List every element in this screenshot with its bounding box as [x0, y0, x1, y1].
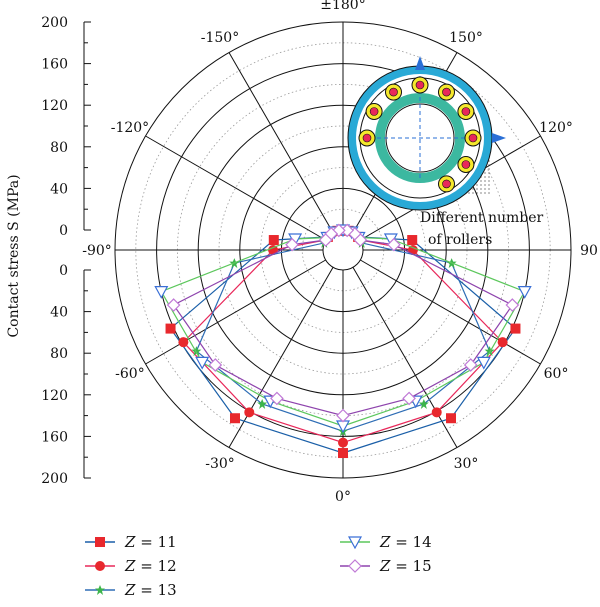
- angle-label: 0°: [335, 489, 351, 505]
- grid-spoke: [228, 267, 334, 448]
- data-point-marker: [95, 585, 105, 595]
- legend-label: Z = 11: [124, 533, 177, 551]
- grid-spoke: [145, 259, 326, 365]
- data-point-marker: [166, 298, 181, 312]
- legend-item: Z = 11: [85, 533, 177, 551]
- data-point-marker: [476, 356, 491, 370]
- tick-label-upper: 0: [59, 223, 68, 239]
- radial-axis: 0 0 40 40 80 80 120 120 160 160 200 200: [41, 15, 91, 487]
- inset-arrow-up-icon: [415, 56, 425, 70]
- legend-item: Z = 14: [340, 533, 432, 551]
- data-point-marker: [257, 398, 268, 409]
- angle-label: 90: [580, 243, 598, 259]
- data-point-marker: [95, 537, 105, 547]
- legend-label: Z = 12: [124, 557, 177, 575]
- tick-label-lower: 40: [50, 305, 68, 321]
- data-point-marker: [497, 337, 508, 348]
- angle-label: -150°: [201, 30, 239, 46]
- data-point-marker: [338, 448, 348, 459]
- grid-spoke: [228, 52, 334, 233]
- data-point-marker: [510, 323, 521, 334]
- data-point-marker: [178, 337, 189, 348]
- angle-label: -120°: [111, 120, 149, 136]
- angle-label: -90°: [82, 243, 112, 259]
- series-5: [166, 223, 520, 423]
- legend-label: Z = 14: [379, 533, 432, 551]
- data-point-marker: [463, 358, 478, 372]
- angle-label: 120°: [539, 120, 573, 136]
- data-point-marker: [285, 237, 299, 252]
- data-point-marker: [318, 233, 333, 247]
- angle-labels: 0° 30° 60° 90 120° 150° ±180° -150° -120° -90° -60…: [82, 0, 598, 505]
- angle-label: 150°: [449, 30, 483, 46]
- annotation-line-1: Different number: [420, 210, 544, 226]
- tick-label-upper: 120: [41, 98, 68, 114]
- data-point-marker: [336, 408, 350, 423]
- data-point-marker: [431, 407, 442, 418]
- data-point-marker: [418, 398, 429, 409]
- tick-label-upper: 40: [50, 181, 68, 197]
- grid-spoke: [352, 267, 458, 448]
- data-point-marker: [484, 346, 495, 357]
- data-point-marker: [244, 407, 255, 418]
- tick-label-lower: 160: [41, 429, 68, 445]
- angle-label: 60°: [544, 366, 569, 382]
- y-axis-label: Contact stress S (MPa): [6, 174, 22, 337]
- grid-spoke: [360, 259, 541, 365]
- data-point-marker: [387, 237, 401, 252]
- tick-label-lower: 120: [41, 388, 68, 404]
- data-point-marker: [165, 323, 176, 334]
- data-series: [154, 223, 532, 459]
- angle-label: ±180°: [320, 0, 365, 13]
- tick-label-lower: 200: [41, 471, 68, 487]
- tick-label-upper: 160: [41, 57, 68, 73]
- tick-label-upper: 80: [50, 140, 68, 156]
- tick-label-upper: 200: [41, 15, 68, 31]
- grid-spoke: [145, 135, 326, 241]
- data-point-marker: [517, 286, 532, 299]
- tick-label-lower: 80: [50, 346, 68, 362]
- angle-label: -30°: [205, 456, 235, 472]
- data-point-marker: [208, 358, 223, 372]
- inset-arrow-right-icon: [492, 133, 506, 143]
- data-point-marker: [402, 391, 416, 406]
- data-point-marker: [338, 437, 348, 448]
- data-point-marker: [191, 346, 202, 357]
- data-point-marker: [154, 286, 169, 299]
- data-point-marker: [268, 235, 279, 246]
- data-point-marker: [348, 559, 362, 573]
- annotation-line-2: of rollers: [428, 232, 492, 248]
- legend-label: Z = 13: [124, 581, 177, 599]
- legend-label: Z = 15: [379, 557, 432, 575]
- legend: Z = 11 Z = 12 Z = 13 Z = 14 Z = 15: [85, 533, 432, 599]
- legend-item: Z = 15: [340, 557, 432, 575]
- data-point-marker: [270, 391, 284, 406]
- data-point-marker: [229, 413, 240, 424]
- data-point-marker: [505, 298, 520, 312]
- bearing-inset: [347, 56, 506, 211]
- angle-label: 30°: [454, 456, 479, 472]
- data-point-marker: [347, 536, 363, 550]
- data-point-marker: [407, 235, 418, 246]
- tick-label-lower: 0: [59, 263, 68, 279]
- data-point-marker: [446, 413, 457, 424]
- legend-item: Z = 13: [85, 581, 177, 599]
- data-point-marker: [195, 356, 210, 370]
- data-point-marker: [95, 561, 105, 571]
- legend-item: Z = 12: [85, 557, 177, 575]
- angle-label: -60°: [115, 366, 145, 382]
